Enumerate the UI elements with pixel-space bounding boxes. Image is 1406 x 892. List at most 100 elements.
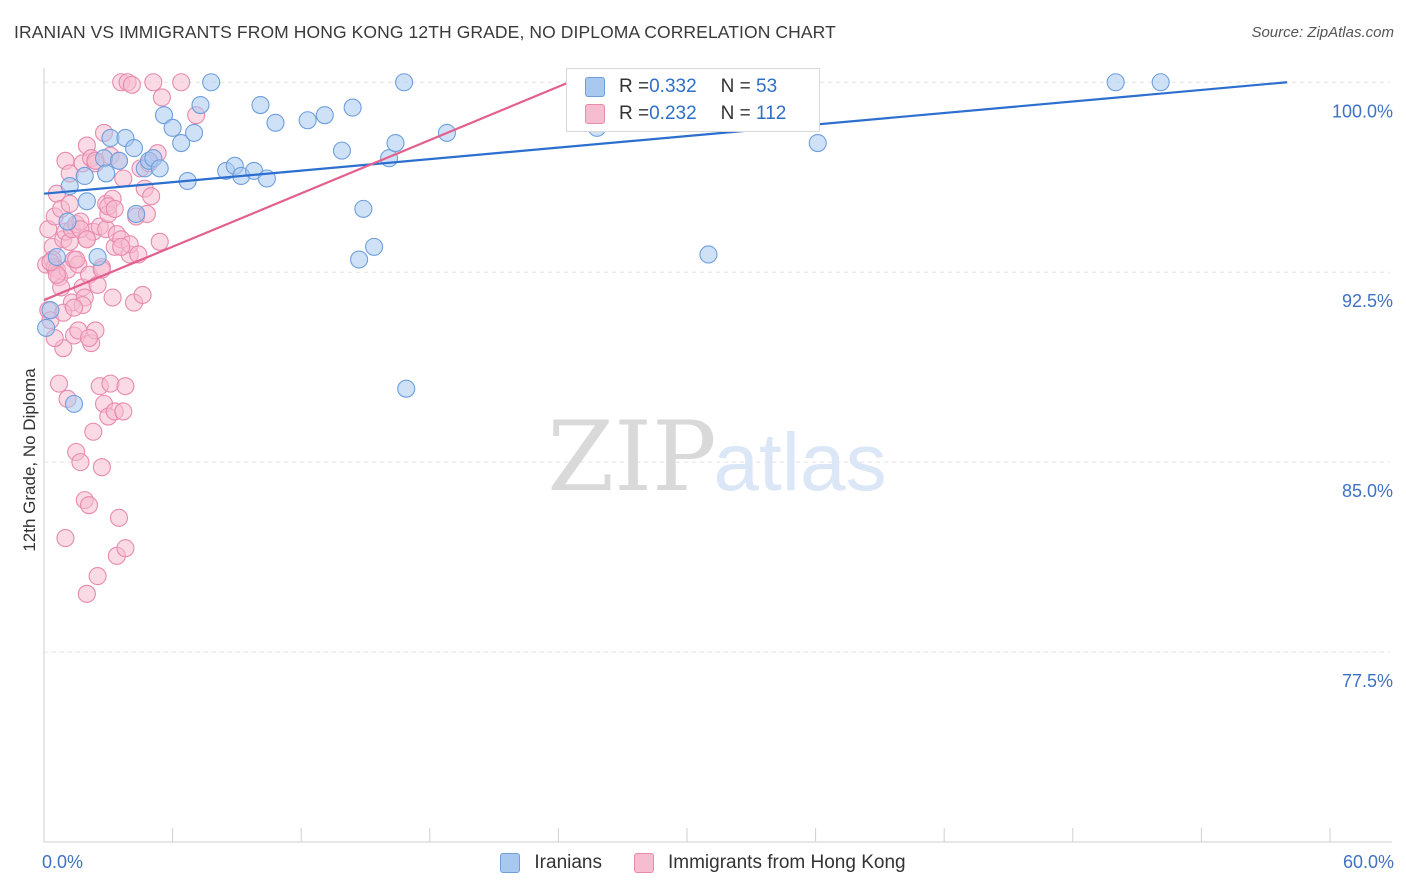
data-point <box>77 192 96 211</box>
data-point <box>92 458 111 477</box>
data-point <box>56 529 75 548</box>
r-value: 0.232 <box>649 103 697 124</box>
data-point <box>58 212 77 231</box>
data-point <box>142 187 161 206</box>
data-point <box>49 374 69 393</box>
data-point <box>77 230 96 249</box>
n-value: 53 <box>756 76 778 97</box>
data-point <box>77 584 96 603</box>
data-point <box>808 133 827 153</box>
data-point <box>97 164 116 183</box>
data-point <box>88 567 107 586</box>
legend-item-iranians[interactable]: Iranians <box>500 852 602 874</box>
data-point <box>152 88 171 107</box>
y-tick-label: 100.0% <box>1332 101 1393 121</box>
data-point <box>386 133 405 153</box>
data-point <box>154 106 174 125</box>
data-point <box>103 288 122 307</box>
data-point <box>75 166 94 186</box>
chart-title: IRANIAN VS IMMIGRANTS FROM HONG KONG 12T… <box>14 22 836 42</box>
data-point <box>365 237 384 256</box>
data-point <box>172 133 191 153</box>
data-point <box>109 508 129 527</box>
data-point <box>191 96 210 115</box>
data-point <box>64 394 84 413</box>
y-tick-labels: 100.0% 92.5% 85.0% 77.5% <box>1332 101 1393 691</box>
data-point <box>127 204 146 223</box>
series-legend: Iranians Immigrants from Hong Kong <box>0 852 1406 874</box>
watermark-zip: ZIP <box>547 401 716 513</box>
stats-row-hongkong: R = 0.232 N = 112 <box>585 102 786 126</box>
data-point <box>114 402 133 421</box>
data-point <box>37 318 56 337</box>
data-point <box>133 285 152 305</box>
trend-lines <box>43 81 1288 302</box>
data-point <box>71 453 90 472</box>
data-point <box>332 141 351 160</box>
data-point <box>163 118 182 137</box>
data-point <box>251 96 270 115</box>
data-point <box>105 199 124 218</box>
n-label: N = <box>720 76 751 97</box>
y-tick-label: 77.5% <box>1342 671 1393 691</box>
data-point <box>67 250 86 269</box>
trend-line <box>43 81 570 302</box>
data-point <box>94 149 114 168</box>
legend-swatch-blue <box>585 77 605 97</box>
data-point <box>699 245 718 264</box>
x-max-label: 60.0% <box>1342 852 1394 872</box>
legend-item-hongkong[interactable]: Immigrants from Hong Kong <box>634 852 906 874</box>
data-point <box>60 194 79 213</box>
data-point <box>1106 73 1125 92</box>
x-min-label: 0.0% <box>42 852 84 872</box>
trend-line <box>43 81 1288 195</box>
data-point <box>202 73 221 92</box>
data-point <box>150 232 169 251</box>
source-label: Source: ZipAtlas.com <box>1251 24 1394 41</box>
data-point <box>112 237 131 256</box>
data-point <box>64 298 84 317</box>
data-point <box>116 377 135 396</box>
stats-legend: R = 0.332 N = 53 R = 0.232 N = 112 <box>566 68 820 132</box>
data-point <box>47 247 66 267</box>
data-point <box>397 379 416 398</box>
data-point <box>116 539 135 558</box>
watermark: ZIP atlas <box>547 401 886 513</box>
data-point <box>144 73 163 92</box>
r-value: 0.332 <box>649 76 697 97</box>
data-point <box>79 328 99 348</box>
data-point <box>84 422 103 441</box>
r-label: R = <box>619 76 650 97</box>
data-points <box>37 73 1170 603</box>
data-point <box>184 123 204 142</box>
data-point <box>350 250 369 269</box>
y-tick-label: 85.0% <box>1342 481 1393 501</box>
y-axis-label: 12th Grade, No Diploma <box>20 368 39 552</box>
data-point <box>343 98 362 117</box>
r-label: R = <box>619 103 650 124</box>
data-point <box>124 139 144 158</box>
watermark-atlas: atlas <box>713 417 886 508</box>
data-point <box>79 496 99 515</box>
data-point <box>354 199 373 218</box>
data-point <box>150 159 169 178</box>
legend-swatch-pink <box>585 104 605 124</box>
data-point <box>315 106 334 125</box>
data-point <box>122 75 141 94</box>
data-point <box>101 374 120 393</box>
data-point <box>88 247 107 267</box>
legend-swatch-pink <box>634 853 654 873</box>
data-point <box>1151 73 1170 92</box>
data-point <box>298 111 317 130</box>
y-tick-label: 92.5% <box>1342 291 1393 311</box>
data-point <box>41 301 60 320</box>
n-label: N = <box>720 103 751 124</box>
stats-row-iranians: R = 0.332 N = 53 <box>585 75 777 99</box>
data-point <box>114 169 133 188</box>
legend-swatch-blue <box>500 853 521 873</box>
data-point <box>109 151 129 170</box>
axes <box>43 68 1392 843</box>
legend-label: Iranians <box>534 852 602 873</box>
data-point <box>172 73 191 92</box>
